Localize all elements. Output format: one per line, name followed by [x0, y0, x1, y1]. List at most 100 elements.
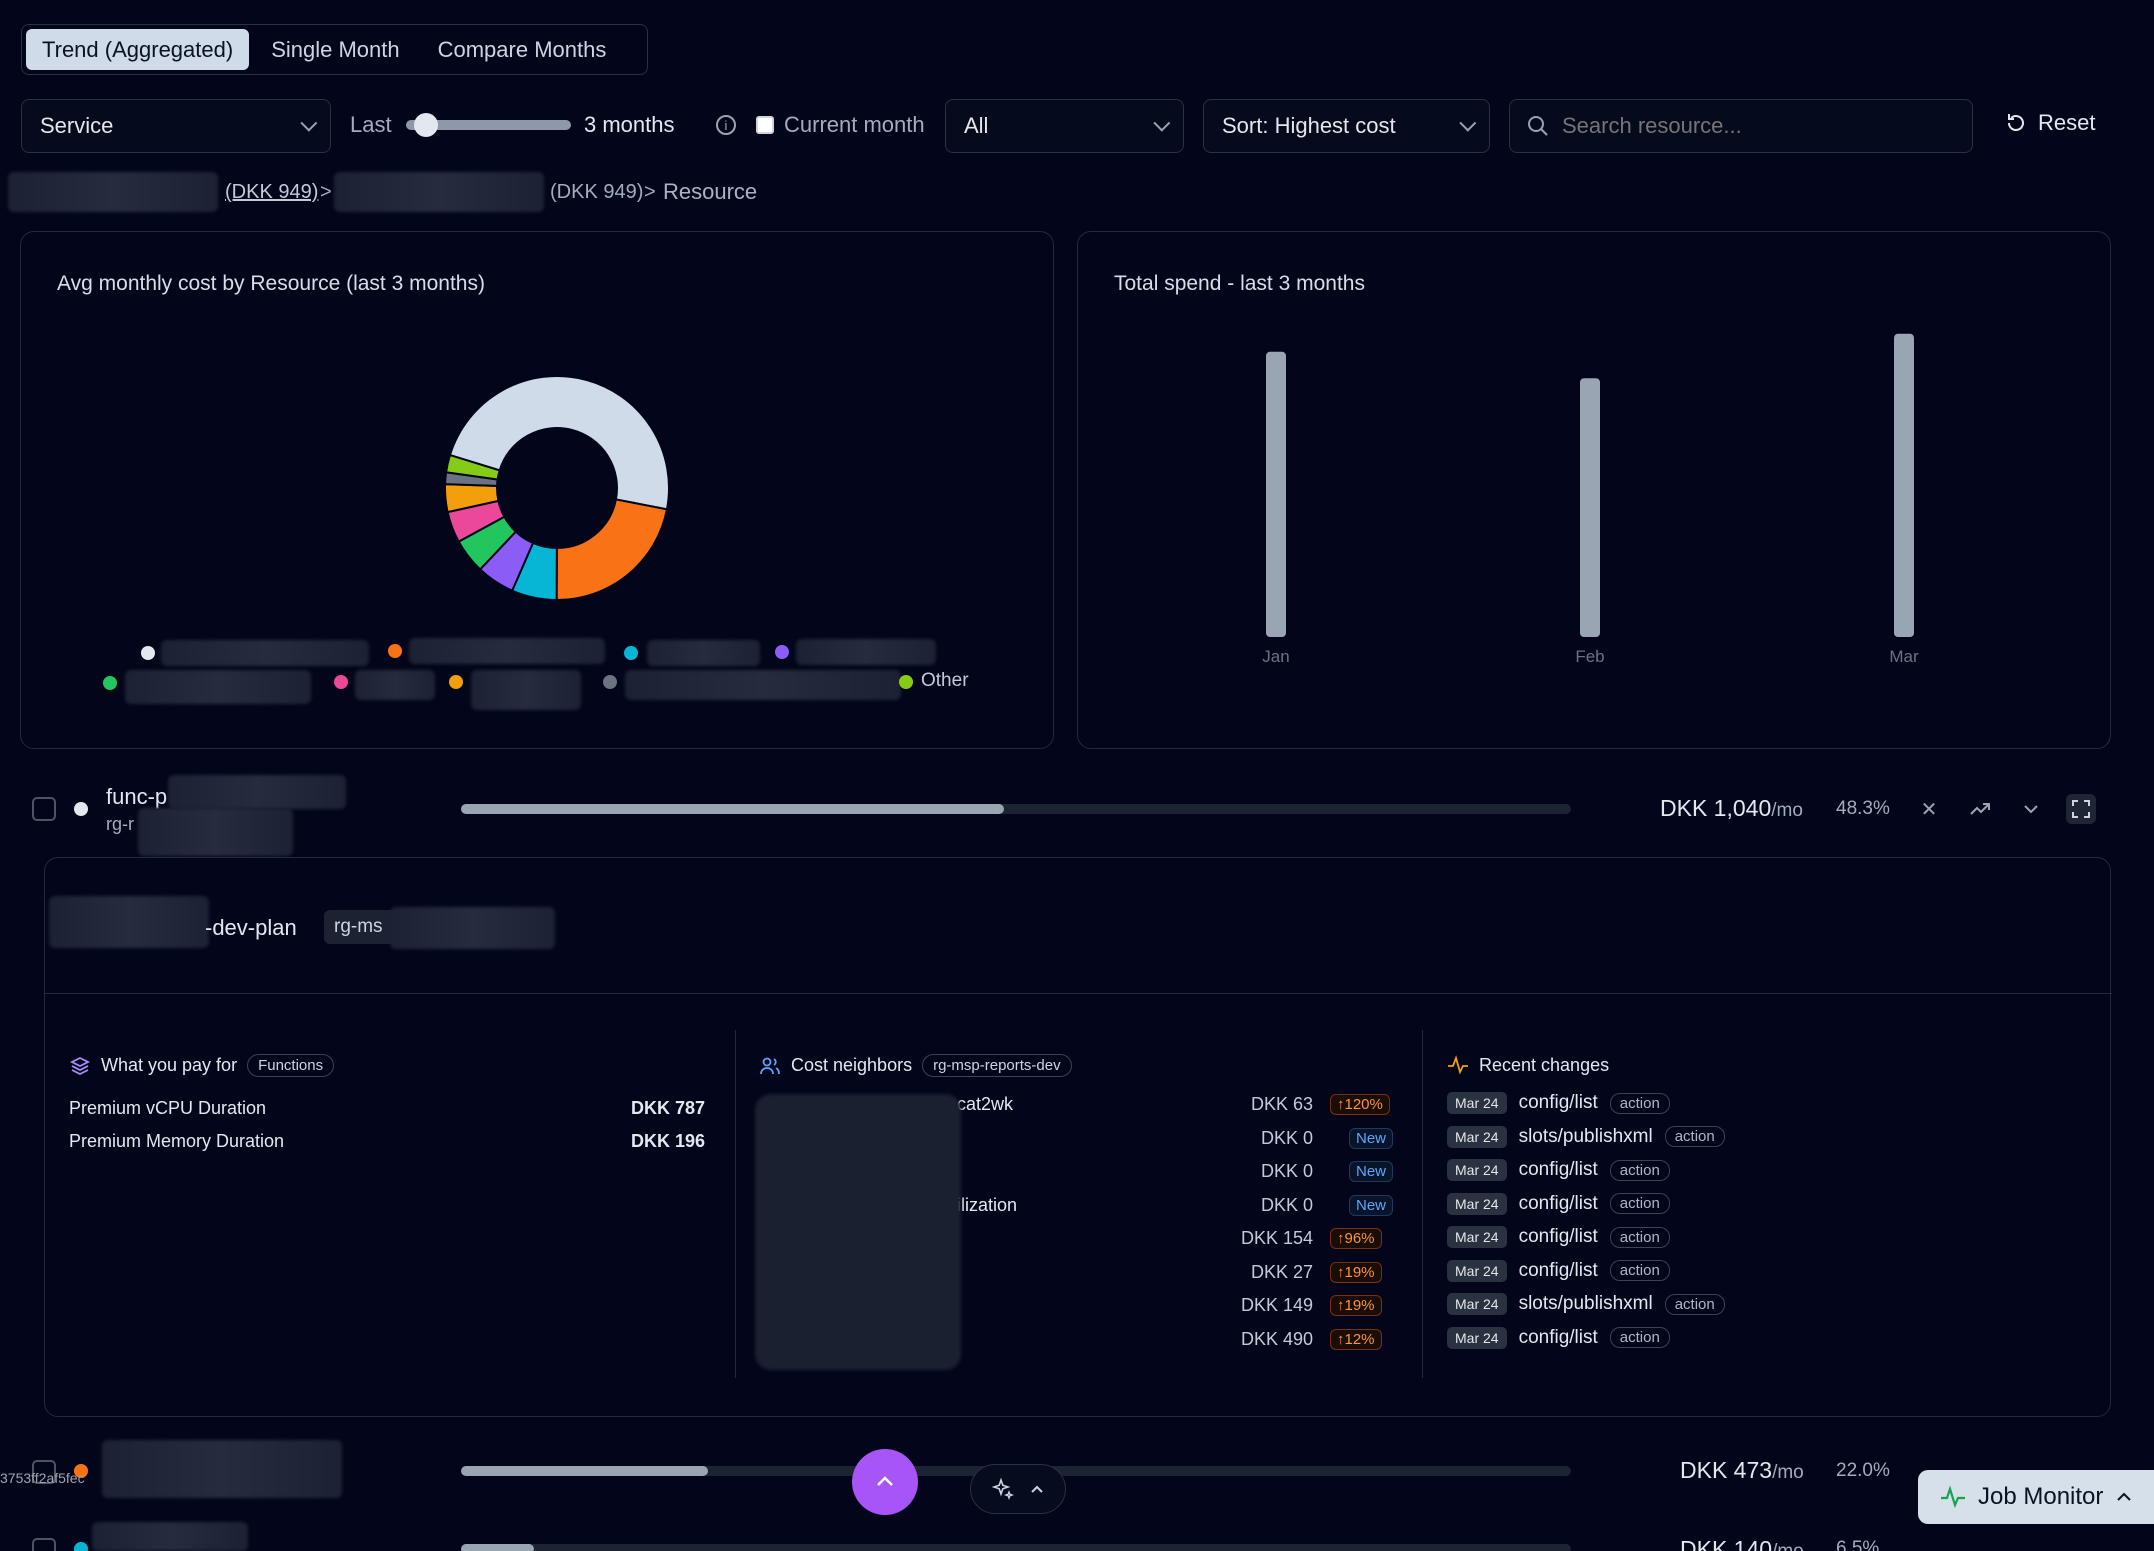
legend-dot [388, 644, 402, 658]
donut-slice-1[interactable] [555, 498, 669, 601]
legend-dot [603, 675, 617, 689]
donut-slice-other[interactable] [444, 453, 501, 481]
chevron-down-icon [300, 114, 318, 132]
change-type-badge: action [1609, 1327, 1670, 1348]
change-date: Mar 24 [1447, 1226, 1507, 1248]
legend-dot [103, 676, 117, 690]
change-date: Mar 24 [1447, 1092, 1507, 1114]
bar-jan[interactable] [1266, 351, 1286, 637]
change-item[interactable]: Mar 24 config/list action [1447, 1092, 1670, 1114]
tab-trend-aggregated[interactable]: Trend (Aggregated) [26, 29, 250, 70]
expand-icon[interactable] [2066, 794, 2096, 824]
plan-name: -dev-plan [205, 915, 297, 940]
change-badge: ↑96% [1330, 1228, 1382, 1249]
row-cost-bar [461, 1544, 1571, 1551]
row-cost-unit: /mo [1771, 800, 1803, 821]
chevron-down-icon [1153, 114, 1171, 132]
row-cost-value: DKK 473 [1680, 1457, 1773, 1483]
row-share: 6.5% [1836, 1538, 1880, 1551]
change-item[interactable]: Mar 24 config/list action [1447, 1192, 1670, 1215]
row-name-redacted [92, 1522, 248, 1551]
change-path: config/list [1518, 1226, 1598, 1247]
change-date: Mar 24 [1447, 1159, 1507, 1181]
group-by-select[interactable]: Service [21, 99, 331, 153]
bar-chart: Jan Feb Mar [1262, 333, 1919, 666]
scope-select[interactable]: All [945, 99, 1184, 153]
legend-label-redacted [647, 640, 760, 666]
new-badge: New [1349, 1127, 1394, 1149]
row-color-dot [74, 1464, 88, 1478]
bar-panel: Total spend - last 3 months Jan Feb Mar [1077, 231, 2111, 749]
legend-label-other: Other [921, 670, 969, 691]
bar-mar[interactable] [1894, 333, 1914, 637]
last-label: Last [350, 112, 392, 137]
trend-icon[interactable] [1965, 794, 1995, 824]
legend-dot [899, 675, 913, 689]
months-slider-track[interactable] [406, 120, 571, 130]
current-month-checkbox[interactable] [756, 116, 774, 134]
chevron-up-icon [1031, 1485, 1043, 1493]
change-item[interactable]: Mar 24 slots/publishxml action [1447, 1125, 1725, 1148]
tab-compare-months[interactable]: Compare Months [437, 36, 607, 62]
change-item[interactable]: Mar 24 slots/publishxml action [1447, 1293, 1725, 1315]
legend-label-redacted [796, 639, 936, 665]
change-path: config/list [1518, 1159, 1598, 1180]
tab-single-month[interactable]: Single Month [271, 36, 400, 62]
job-monitor-button[interactable]: Job Monitor [1918, 1470, 2154, 1524]
legend-label-redacted [471, 670, 581, 710]
sort-select[interactable]: Sort: Highest cost [1203, 99, 1490, 153]
row-checkbox[interactable] [32, 797, 56, 821]
row-checkbox[interactable] [32, 1460, 56, 1484]
change-date: Mar 24 [1447, 1125, 1507, 1148]
bar-feb[interactable] [1580, 378, 1600, 637]
row-cost: DKK 473/mo [1680, 1457, 1804, 1484]
row-color-dot [74, 802, 88, 816]
neighbor-name[interactable]: cat2wk [957, 1094, 1014, 1114]
donut-slice-0[interactable] [448, 375, 670, 511]
scroll-top-button[interactable] [852, 1449, 918, 1515]
neighbors-section-header: Cost neighbors rg-msp-reports-dev [759, 1054, 1072, 1077]
legend-dot [775, 645, 789, 659]
row-cost-bar [461, 804, 1571, 814]
row-cost-unit: /mo [1772, 1541, 1804, 1551]
reset-button[interactable]: Reset [2004, 110, 2095, 136]
search-input[interactable] [1562, 113, 1942, 139]
pay-section-header: What you pay for Functions [69, 1054, 335, 1077]
new-badge: New [1349, 1161, 1394, 1182]
neighbor-name[interactable]: ilization [957, 1194, 1018, 1215]
breadcrumb-link-1[interactable]: (DKK 949) [225, 181, 319, 203]
row-checkbox[interactable] [32, 1538, 56, 1551]
close-icon[interactable]: ✕ [1920, 798, 1938, 821]
activity-icon [1941, 1485, 1965, 1509]
months-slider-handle[interactable] [414, 113, 438, 137]
pay-item-value: DKK 787 [631, 1098, 706, 1118]
change-item[interactable]: Mar 24 config/list action [1447, 1159, 1670, 1181]
change-item[interactable]: Mar 24 config/list action [1447, 1326, 1670, 1349]
assistant-toggle[interactable] [970, 1464, 1066, 1514]
neighbors-names-redacted [755, 1094, 961, 1370]
legend-label-redacted [409, 638, 605, 664]
legend-label-redacted [625, 670, 901, 700]
chevron-down-icon [1459, 114, 1477, 132]
donut-panel-title: Avg monthly cost by Resource (last 3 mon… [57, 272, 485, 295]
divider [1422, 1030, 1423, 1378]
divider [45, 993, 2112, 994]
neighbor-cost: DKK 490 [1240, 1328, 1313, 1349]
change-type-badge: action [1609, 1092, 1670, 1114]
chevron-down-icon[interactable] [2016, 794, 2046, 824]
scope-value: All [964, 113, 989, 138]
legend-dot [624, 646, 638, 660]
breadcrumb-item-2[interactable]: (DKK 949) [550, 181, 644, 203]
plan-name-redacted [49, 896, 209, 948]
row-cost-value: DKK 1,040 [1660, 795, 1772, 821]
resource-group-prefix: rg-ms [334, 916, 383, 937]
search-box [1509, 99, 1973, 153]
donut-chart [444, 375, 670, 602]
change-item[interactable]: Mar 24 config/list action [1447, 1259, 1670, 1282]
change-item[interactable]: Mar 24 config/list action [1447, 1226, 1670, 1248]
row-name[interactable]: func-p [106, 784, 168, 809]
row-cost-bar-fill [461, 1544, 535, 1551]
info-icon[interactable]: i [716, 115, 736, 135]
changes-section-header: Recent changes [1447, 1054, 1609, 1076]
row-cost: DKK 1,040/mo [1660, 795, 1803, 822]
